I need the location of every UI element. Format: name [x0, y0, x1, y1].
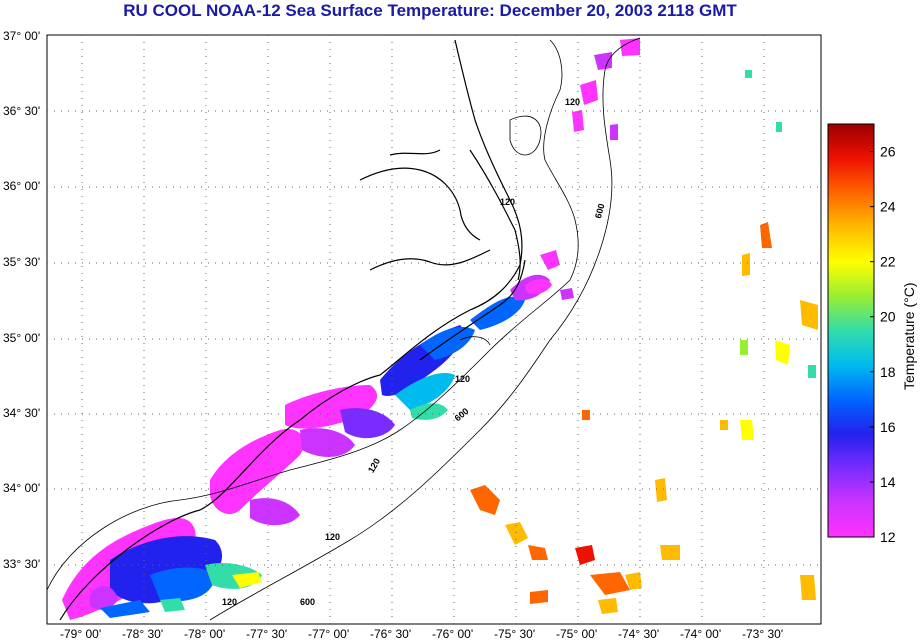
- lat-label: 36° 00': [3, 179, 40, 193]
- colorbar-tick-label: 24: [880, 199, 896, 215]
- colorbar: 26 24 22 20 18 16 14 12 Temperature (°C): [827, 123, 917, 545]
- colorbar-ramp: [827, 123, 875, 538]
- contour-label: 120: [455, 374, 470, 384]
- lon-label: -75° 00': [556, 627, 597, 640]
- lon-label: -77° 30': [246, 627, 287, 640]
- lat-label: 33° 30': [3, 557, 40, 571]
- lon-label: -78° 00': [184, 627, 225, 640]
- lon-label: -76° 30': [370, 627, 411, 640]
- lon-label: -74° 00': [680, 627, 721, 640]
- map-title: RU COOL NOAA-12 Sea Surface Temperature:…: [123, 1, 737, 20]
- colorbar-title: Temperature (°C): [901, 282, 917, 390]
- colorbar-tick-label: 20: [880, 309, 896, 325]
- coastline: [59, 39, 526, 621]
- colorbar-ticks: 26 24 22 20 18 16 14 12: [870, 144, 896, 545]
- colorbar-tick-label: 26: [880, 144, 896, 160]
- bathymetry-contours: [46, 37, 641, 621]
- contour-label: 120: [325, 532, 340, 542]
- colorbar-tick-label: 22: [880, 254, 896, 270]
- colorbar-tick-label: 14: [880, 474, 896, 490]
- lat-label: 34° 00': [3, 481, 40, 495]
- contour-label: 600: [300, 597, 315, 607]
- latitude-labels: 37° 00' 36° 30' 36° 00' 35° 30' 35° 00' …: [3, 29, 40, 571]
- lon-label: -73° 30': [742, 627, 783, 640]
- lon-label: -75° 30': [494, 627, 535, 640]
- graticule: [47, 35, 821, 624]
- contour-label: 600: [593, 202, 607, 219]
- contour-label: 120: [222, 597, 237, 607]
- lat-label: 34° 30': [3, 406, 40, 420]
- lon-label: -78° 30': [122, 627, 163, 640]
- lat-label: 36° 30': [3, 104, 40, 118]
- lon-label: -77° 00': [308, 627, 349, 640]
- colorbar-tick-label: 18: [880, 364, 896, 380]
- lat-label: 35° 00': [3, 331, 40, 345]
- lon-label: -79° 00': [60, 627, 101, 640]
- sst-imagery: [62, 38, 818, 620]
- contour-label: 120: [565, 97, 580, 107]
- longitude-labels: -79° 00' -78° 30' -78° 00' -77° 30' -77°…: [60, 627, 783, 640]
- colorbar-tick-label: 16: [880, 419, 896, 435]
- colorbar-tick-label: 12: [880, 529, 896, 545]
- lon-label: -74° 30': [618, 627, 659, 640]
- lat-label: 37° 00': [3, 29, 40, 43]
- contour-label: 120: [500, 197, 515, 207]
- lat-label: 35° 30': [3, 255, 40, 269]
- lon-label: -76° 00': [432, 627, 473, 640]
